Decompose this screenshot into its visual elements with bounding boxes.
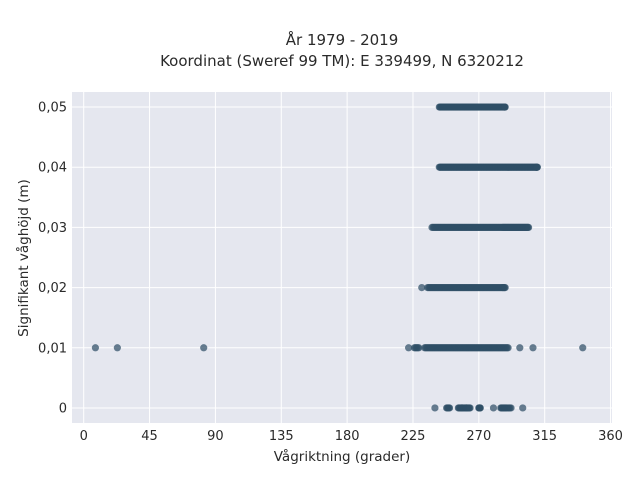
y-tick-label: 0,01 [38,341,67,356]
data-point [200,344,208,352]
x-tick-labels: 0 45 90 135 180 225 270 315 360 [80,429,623,444]
data-point [529,344,537,352]
data-point [415,344,423,352]
data-points [91,103,587,412]
data-point [516,344,524,352]
data-point [489,404,498,412]
data-point [519,404,527,412]
x-tick-label: 45 [141,429,158,444]
data-point [445,404,454,412]
x-tick-label: 135 [269,429,294,444]
data-point [431,404,439,412]
data-point [533,163,541,171]
data-point [504,344,512,352]
y-tick-label: 0 [59,401,67,416]
y-tick-label: 0,04 [38,161,67,176]
plot-area [72,92,612,423]
data-point [404,344,413,352]
data-point [501,103,509,111]
x-tick-label: 90 [207,429,224,444]
y-tick-label: 0,03 [38,221,67,236]
y-tick-label: 0,05 [38,101,67,116]
chart-title-line1: År 1979 - 2019 [286,30,399,49]
x-tick-label: 0 [80,429,88,444]
y-tick-labels: 0 0,01 0,02 0,03 0,04 0,05 [38,101,67,417]
data-point [418,283,426,292]
data-point [579,344,587,352]
x-tick-label: 225 [401,429,426,444]
chart-title-line2: Koordinat (Sweref 99 TM): E 339499, N 63… [160,52,524,70]
x-axis-label: Vågriktning (grader) [274,448,411,465]
data-point [113,344,121,352]
data-point [524,223,533,232]
x-tick-label: 180 [335,429,360,444]
x-tick-label: 270 [466,429,491,444]
y-tick-label: 0,02 [38,281,67,296]
data-point [507,404,515,412]
x-tick-label: 315 [532,429,557,444]
data-point [466,404,474,412]
y-axis-label: Signifikant våghöjd (m) [15,179,32,337]
data-point [476,404,484,412]
x-tick-label: 360 [598,429,623,444]
data-point [91,344,100,352]
data-point [501,283,509,292]
